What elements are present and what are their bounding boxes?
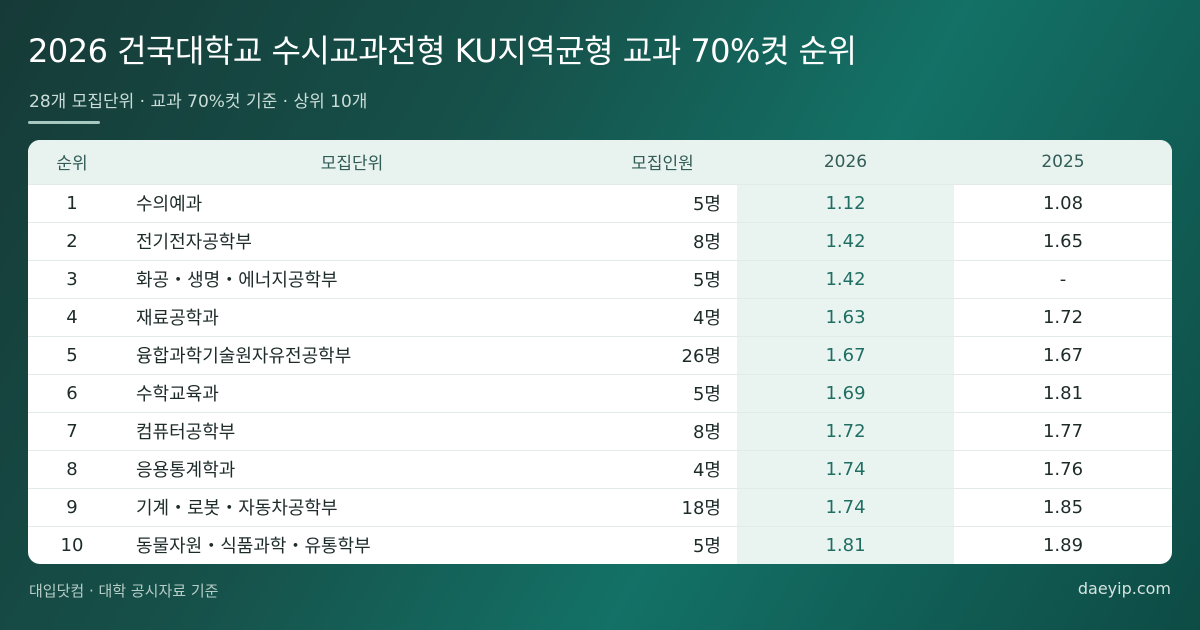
quota-cell: 5명 bbox=[692, 536, 721, 558]
unit-name-cell: 컴퓨터공학부 bbox=[136, 422, 236, 443]
rank-cell: 1 bbox=[66, 192, 78, 214]
title-underline bbox=[28, 121, 100, 124]
page-title: 2026 건국대학교 수시교과전형 KU지역균형 교과 70%컷 순위 bbox=[28, 32, 857, 70]
header-row: 순위 모집단위 모집인원 2026 2025 bbox=[28, 140, 1172, 184]
table-row: 1 수의예과 5명 1.12 1.08 bbox=[28, 184, 1172, 222]
cutoff-2026-cell: 1.42 bbox=[737, 222, 954, 260]
rank-cell: 8 bbox=[66, 458, 78, 480]
cutoff-2025-cell: 1.77 bbox=[1042, 420, 1084, 442]
column-header-2025: 2025 bbox=[1041, 151, 1085, 172]
cutoff-2025-cell: 1.85 bbox=[1042, 496, 1084, 518]
quota-cell: 5명 bbox=[692, 270, 721, 291]
rank-cell: 5 bbox=[66, 344, 78, 366]
quota-cell: 4명 bbox=[692, 460, 721, 481]
cutoff-2025-cell: 1.76 bbox=[1042, 458, 1084, 480]
quota-cell: 4명 bbox=[692, 308, 721, 329]
quota-cell: 8명 bbox=[692, 232, 721, 253]
cutoff-2026-cell: 1.12 bbox=[737, 184, 954, 222]
table-row: 5 융합과학기술원자유전공학부 26명 1.67 1.67 bbox=[28, 336, 1172, 374]
cutoff-2026-cell: 1.67 bbox=[737, 336, 954, 374]
cutoff-2025-cell: 1.65 bbox=[1042, 230, 1084, 252]
unit-name-cell: 응용통계학과 bbox=[136, 460, 236, 481]
site-link[interactable]: daeyip.com bbox=[1077, 579, 1171, 598]
cutoff-2026-cell: 1.69 bbox=[737, 374, 954, 412]
rank-cell: 2 bbox=[66, 230, 78, 252]
cutoff-2025-cell: 1.67 bbox=[1042, 344, 1084, 366]
rank-cell: 6 bbox=[66, 382, 78, 404]
unit-name-cell: 융합과학기술원자유전공학부 bbox=[136, 346, 352, 367]
cutoff-2026-cell: 1.42 bbox=[737, 260, 954, 298]
column-header-2026: 2026 bbox=[823, 151, 868, 172]
unit-name-cell: 수학교육과 bbox=[136, 384, 219, 405]
quota-cell: 5명 bbox=[692, 194, 721, 215]
quota-cell: 26명 bbox=[681, 346, 721, 367]
cutoff-2025-cell: 1.89 bbox=[1042, 534, 1084, 556]
cutoff-2026-cell: 1.81 bbox=[737, 526, 954, 564]
page-subtitle: 28개 모집단위 · 교과 70%컷 기준 · 상위 10개 bbox=[29, 92, 368, 112]
quota-cell: 8명 bbox=[692, 422, 721, 443]
cutoff-2026-cell: 1.74 bbox=[737, 488, 954, 526]
source-note: 대입닷컴 · 대학 공시자료 기준 bbox=[29, 582, 219, 600]
cutoff-2026-cell: 1.74 bbox=[737, 450, 954, 488]
unit-name-cell: 기계・로봇・자동차공학부 bbox=[136, 498, 338, 519]
unit-name-cell: 화공・생명・에너지공학부 bbox=[136, 270, 338, 291]
table-row: 8 응용통계학과 4명 1.74 1.76 bbox=[28, 450, 1172, 488]
quota-cell: 18명 bbox=[681, 498, 721, 519]
rank-cell: 3 bbox=[66, 268, 78, 290]
ranking-table: 순위 모집단위 모집인원 2026 2025 1 수의예과 5명 1.12 1.… bbox=[28, 140, 1172, 564]
cutoff-2025-cell: 1.72 bbox=[1042, 306, 1084, 328]
table-row: 10 동물자원・식품과학・유통학부 5명 1.81 1.89 bbox=[28, 526, 1172, 564]
cutoff-2026-cell: 1.72 bbox=[737, 412, 954, 450]
unit-name-cell: 수의예과 bbox=[136, 194, 203, 215]
table-row: 6 수학교육과 5명 1.69 1.81 bbox=[28, 374, 1172, 412]
quota-cell: 5명 bbox=[692, 384, 721, 405]
table-row: 7 컴퓨터공학부 8명 1.72 1.77 bbox=[28, 412, 1172, 450]
table-header: 순위 모집단위 모집인원 2026 2025 bbox=[28, 140, 1172, 184]
table-body: 1 수의예과 5명 1.12 1.08 2 전기전자공학부 8명 1.42 1.… bbox=[28, 184, 1172, 564]
cutoff-2026-cell: 1.63 bbox=[737, 298, 954, 336]
unit-name-cell: 전기전자공학부 bbox=[136, 232, 252, 253]
unit-name-cell: 재료공학과 bbox=[136, 308, 219, 329]
cutoff-2025-cell: - bbox=[1059, 268, 1067, 290]
table-row: 4 재료공학과 4명 1.63 1.72 bbox=[28, 298, 1172, 336]
cutoff-2025-cell: 1.81 bbox=[1042, 382, 1084, 404]
rank-cell: 7 bbox=[66, 420, 78, 442]
cutoff-2025-cell: 1.08 bbox=[1042, 192, 1084, 214]
rank-cell: 10 bbox=[60, 534, 84, 556]
table-row: 2 전기전자공학부 8명 1.42 1.65 bbox=[28, 222, 1172, 260]
table-row: 3 화공・생명・에너지공학부 5명 1.42 - bbox=[28, 260, 1172, 298]
column-header-unit: 모집단위 bbox=[320, 154, 384, 175]
table-row: 9 기계・로봇・자동차공학부 18명 1.74 1.85 bbox=[28, 488, 1172, 526]
rank-cell: 4 bbox=[66, 306, 78, 328]
ranking-table-card: 순위 모집단위 모집인원 2026 2025 1 수의예과 5명 1.12 1.… bbox=[28, 140, 1172, 564]
column-header-quota: 모집인원 bbox=[631, 154, 694, 175]
unit-name-cell: 동물자원・식품과학・유통학부 bbox=[136, 536, 371, 558]
column-header-rank: 순위 bbox=[56, 154, 88, 175]
rank-cell: 9 bbox=[66, 496, 78, 518]
